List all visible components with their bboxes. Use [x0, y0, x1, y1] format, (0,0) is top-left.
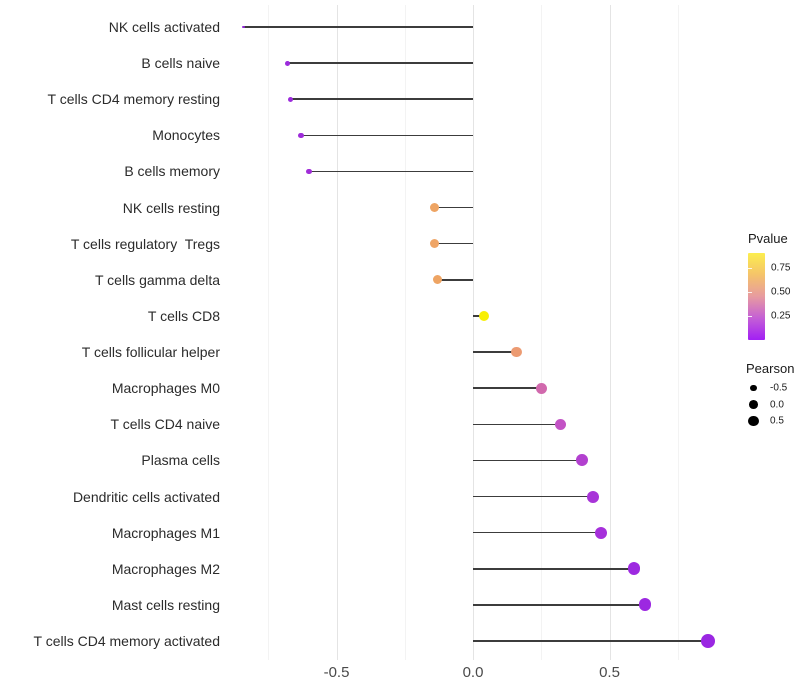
lollipop-dot — [638, 598, 652, 612]
minor-gridline — [677, 5, 679, 660]
pearson-size-dot — [748, 415, 759, 427]
pvalue-tick-label: 0.25 — [771, 310, 791, 322]
y-axis-label: NK cells activated — [108, 19, 220, 35]
y-axis-label: B cells memory — [124, 163, 220, 180]
lollipop-dot — [576, 454, 589, 467]
lollipop-dot — [430, 239, 440, 249]
lollipop-dot — [432, 275, 443, 285]
minor-gridline — [404, 5, 406, 660]
pearson-size-label: 0.5 — [770, 415, 784, 427]
stem-line — [243, 26, 473, 28]
y-axis-label: T cells follicular helper — [81, 344, 220, 361]
lollipop-dot — [535, 382, 547, 394]
stem-line — [434, 206, 473, 209]
lollipop-dot — [298, 132, 304, 139]
x-axis-tick-label: 0.0 — [462, 664, 484, 681]
major-gridline — [473, 5, 474, 660]
stem-line — [290, 98, 473, 100]
y-axis-label: Dendritic cells activated — [72, 488, 220, 505]
y-axis-label: B cells naive — [141, 55, 220, 72]
major-gridline — [609, 5, 611, 660]
pvalue-tick-mark — [748, 315, 752, 317]
y-axis-label: Macrophages M2 — [111, 560, 220, 577]
y-axis-label: T cells gamma delta — [94, 271, 220, 288]
lollipop-dot — [242, 25, 245, 29]
minor-gridline — [541, 5, 543, 660]
lollipop-dot — [306, 168, 313, 175]
pearson-legend-title: Pearson — [746, 361, 795, 376]
pearson-size-label: -0.5 — [770, 382, 788, 394]
lollipop-dot — [430, 203, 440, 213]
lollipop-dot — [587, 490, 600, 503]
stem-line — [301, 134, 473, 137]
stem-line — [473, 423, 561, 426]
pvalue-legend-title: Pvalue — [748, 231, 788, 246]
y-axis-label: T cells CD4 naive — [110, 416, 220, 433]
pvalue-tick-mark — [748, 292, 752, 294]
stem-line — [434, 242, 473, 245]
x-axis-tick-label: -0.5 — [323, 664, 350, 681]
stem-line — [437, 279, 473, 281]
stem-line — [473, 640, 708, 642]
pearson-size-dot — [750, 384, 757, 392]
y-axis-label: NK cells resting — [122, 199, 220, 216]
pvalue-colorbar — [748, 253, 765, 340]
pvalue-tick-label: 0.50 — [771, 286, 791, 298]
stem-line — [473, 568, 635, 570]
stem-line — [473, 604, 645, 606]
y-axis-label: Monocytes — [152, 127, 220, 144]
lollipop-dot — [284, 60, 290, 66]
lollipop-dot — [700, 634, 715, 648]
pearson-size-label: 0.0 — [770, 399, 784, 410]
y-axis-label: Macrophages M0 — [111, 380, 220, 397]
stem-line — [473, 459, 583, 462]
minor-gridline — [268, 5, 270, 660]
lollipop-dot — [595, 526, 608, 539]
y-axis-label: Plasma cells — [141, 452, 220, 469]
stem-line — [287, 62, 473, 64]
y-axis-label: T cells regulatory Tregs — [70, 235, 220, 252]
lollipop-dot — [627, 562, 641, 576]
lollipop-dot — [511, 346, 523, 358]
stem-line — [473, 351, 517, 353]
stem-line — [473, 495, 594, 498]
pvalue-tick-mark — [748, 267, 752, 269]
lollipop-dot — [478, 310, 489, 321]
y-axis-label: T cells CD4 memory resting — [47, 91, 220, 108]
lollipop-dot — [287, 96, 293, 102]
pearson-size-dot — [749, 400, 758, 409]
pvalue-tick-label: 0.75 — [771, 262, 791, 274]
y-axis-label: Mast cells resting — [111, 596, 220, 613]
y-axis-label: T cells CD8 — [147, 307, 220, 324]
y-axis-label: T cells CD4 memory activated — [33, 633, 220, 650]
stem-line — [473, 531, 602, 534]
stem-line — [473, 315, 484, 317]
stem-line — [309, 170, 473, 173]
y-axis-label: Macrophages M1 — [111, 524, 220, 541]
lollipop-dot — [554, 418, 567, 431]
stem-line — [473, 387, 542, 389]
x-axis-tick-label: 0.5 — [599, 664, 620, 681]
major-gridline — [336, 5, 338, 660]
